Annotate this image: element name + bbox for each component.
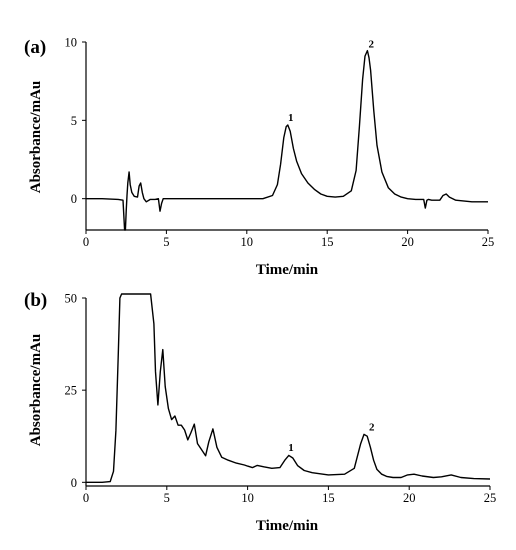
- panel-b-peak-label: 2: [369, 421, 375, 433]
- panel-a-y-tick-label: 0: [71, 192, 77, 206]
- panel-a-x-tick-label: 20: [401, 235, 414, 249]
- panel-a: (a) Absorbance/mAu Time/min 0 5 10 15 20 25 0 5…: [24, 36, 494, 279]
- panel-a-x-tick-label: 5: [163, 235, 169, 249]
- panel-b-lines: [86, 293, 491, 483]
- panel-a-y-tick-label: 5: [71, 114, 77, 128]
- panel-a-x-tick-label: 0: [83, 235, 89, 249]
- panel-a-x-tick-label: 25: [482, 235, 495, 249]
- panel-b-x-tick-label: 15: [322, 491, 335, 505]
- panel-b-x-axis-title: Time/min: [256, 518, 319, 534]
- panel-b-x-tick-label: 10: [241, 491, 254, 505]
- panel-b-x-tick-label: 20: [403, 491, 416, 505]
- panel-b-y-axis-title: Absorbance/mAu: [28, 334, 44, 447]
- panel-b-x-tick-label: 5: [164, 491, 170, 505]
- panel-a-y-tick-label: 10: [65, 36, 78, 50]
- panel-a-ticks: 0 5 10 15 20 25 0 5 10: [65, 36, 495, 250]
- panel-b: (b) Absorbance/mAu Time/min 0 5 10 15 20 2502…: [24, 290, 496, 534]
- panel-b-x-tick-label: 0: [83, 491, 89, 505]
- panel-a-x-tick-label: 10: [241, 235, 254, 249]
- panel-b-peak-label: 1: [288, 442, 294, 454]
- panel-b-chromatogram-line: [86, 293, 491, 483]
- panel-b-ticks: 0 5 10 15 20 25 0 25 50: [65, 292, 497, 506]
- panel-b-y-tick-label: 50: [65, 292, 78, 306]
- panel-a-peak-labels: 12: [288, 38, 374, 124]
- panel-a-label: (a): [24, 37, 46, 58]
- panel-b-y-tick-label: 25: [65, 384, 78, 398]
- panel-a-lines: [86, 49, 488, 231]
- panel-b-y-tick-label: 0: [71, 476, 77, 490]
- panel-a-y-axis-title: Absorbance/mAu: [28, 81, 44, 194]
- panel-b-x-tick-label: 25: [484, 491, 497, 505]
- panel-a-chromatogram-line: [86, 49, 488, 231]
- panel-b-peak-labels: 12: [288, 421, 375, 454]
- panel-b-axes: [85, 298, 490, 487]
- panel-a-x-axis-title: Time/min: [256, 262, 319, 278]
- panel-a-peak-label: 2: [368, 38, 374, 50]
- panel-b-label: (b): [24, 290, 47, 311]
- panel-a-peak-label: 1: [288, 112, 294, 124]
- panel-a-x-tick-label: 15: [321, 235, 334, 249]
